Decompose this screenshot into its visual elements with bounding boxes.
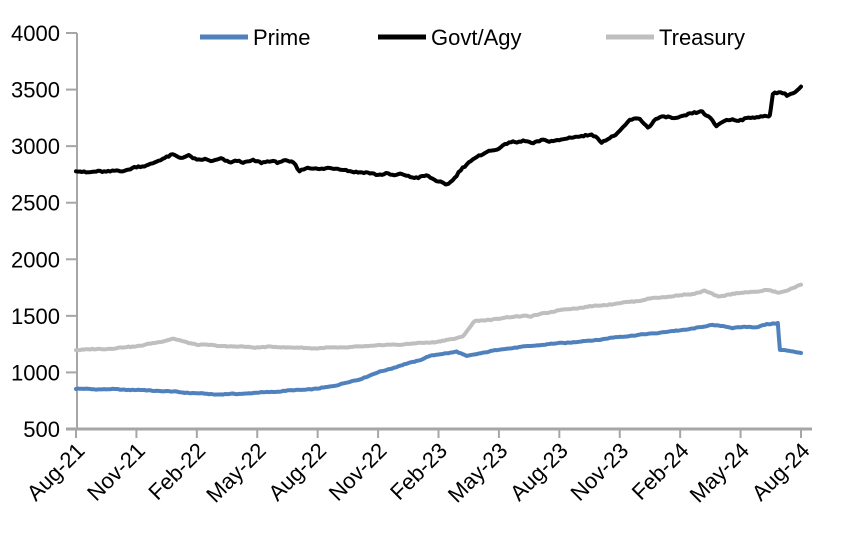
x-tick-label: May-23 [443,438,513,508]
y-tick-label: 3000 [11,134,60,159]
y-tick-label: 3500 [11,78,60,103]
x-tick-label: May-22 [201,438,271,508]
govt-agy-line [74,84,803,187]
govt-agy-legend-label: Govt/Agy [431,25,521,50]
y-tick-label: 4000 [11,21,60,46]
x-tick-label: Aug-22 [263,438,331,506]
prime-line [74,320,803,397]
x-tick-label: Nov-22 [324,438,392,506]
treasury-legend-label: Treasury [659,25,745,50]
x-tick-label: Nov-23 [565,438,633,506]
x-tick-label: Feb-23 [385,438,452,505]
y-tick-label: 500 [23,417,60,442]
axes: 5001000150020002500300035004000Aug-21Nov… [11,21,814,507]
x-tick-label: Nov-21 [82,438,150,506]
y-tick-label: 2500 [11,191,60,216]
y-tick-label: 2000 [11,247,60,272]
treasury-line [74,282,803,353]
prime-legend-label: Prime [253,25,310,50]
x-tick-label: Aug-23 [505,438,573,506]
x-tick-label: Feb-24 [627,438,694,505]
x-tick-label: Aug-24 [747,438,815,506]
y-tick-label: 1000 [11,360,60,385]
x-tick-label: Aug-21 [22,438,90,506]
x-tick-label: May-24 [685,438,755,508]
y-tick-label: 1500 [11,304,60,329]
legend: Prime Govt/Agy Treasury [200,25,745,50]
x-tick-label: Feb-22 [143,438,210,505]
